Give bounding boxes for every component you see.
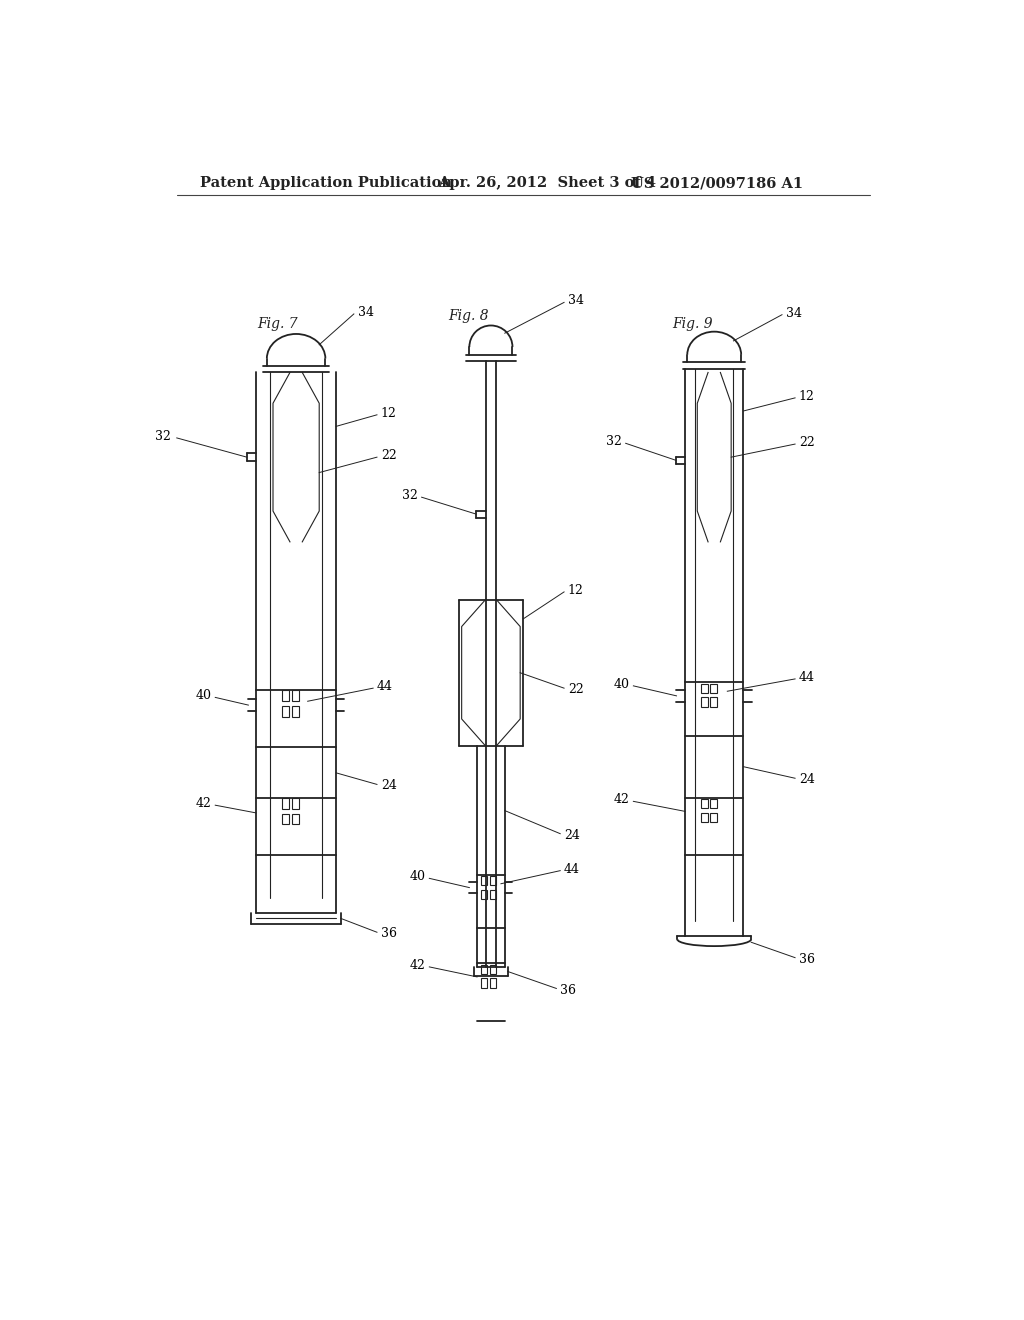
Bar	[283, 706, 289, 717]
Text: 24: 24	[564, 829, 580, 842]
Bar	[701, 813, 708, 822]
Text: 32: 32	[401, 490, 418, 502]
Text: 42: 42	[613, 793, 630, 807]
Bar	[481, 890, 487, 899]
Text: 32: 32	[606, 436, 622, 449]
Text: 40: 40	[410, 870, 425, 883]
Text: Apr. 26, 2012  Sheet 3 of 4: Apr. 26, 2012 Sheet 3 of 4	[438, 176, 656, 190]
Text: 12: 12	[381, 407, 396, 420]
Text: US 2012/0097186 A1: US 2012/0097186 A1	[631, 176, 803, 190]
Bar	[283, 813, 289, 825]
Text: Fig. 9: Fig. 9	[672, 317, 713, 331]
Text: 44: 44	[564, 862, 580, 875]
Bar	[292, 813, 299, 825]
Bar	[701, 799, 708, 808]
Bar	[711, 684, 717, 693]
Text: 24: 24	[799, 774, 815, 787]
Bar	[711, 813, 717, 822]
Text: 24: 24	[381, 779, 396, 792]
Bar	[292, 799, 299, 809]
Text: 40: 40	[613, 677, 630, 690]
Bar	[283, 799, 289, 809]
Bar	[283, 690, 289, 701]
Bar	[711, 799, 717, 808]
Text: 12: 12	[799, 389, 815, 403]
Text: 32: 32	[156, 430, 171, 444]
Text: 44: 44	[377, 680, 393, 693]
Text: 42: 42	[196, 797, 211, 810]
Text: 36: 36	[560, 983, 577, 997]
Bar	[711, 697, 717, 706]
Bar	[292, 690, 299, 701]
Text: 12: 12	[568, 583, 584, 597]
Text: Patent Application Publication: Patent Application Publication	[200, 176, 452, 190]
Bar	[481, 965, 487, 974]
Bar	[701, 684, 708, 693]
Text: Fig. 8: Fig. 8	[449, 309, 489, 323]
Text: 36: 36	[381, 927, 397, 940]
Text: 22: 22	[381, 449, 396, 462]
Text: 34: 34	[568, 294, 584, 308]
Text: 34: 34	[785, 306, 802, 319]
Text: 22: 22	[568, 684, 584, 696]
Text: 42: 42	[410, 958, 425, 972]
Text: 34: 34	[357, 306, 374, 319]
Bar	[481, 978, 487, 987]
Text: Fig. 7: Fig. 7	[258, 317, 298, 331]
Bar	[481, 876, 487, 886]
Bar	[292, 706, 299, 717]
Text: 44: 44	[799, 671, 815, 684]
Text: 22: 22	[799, 436, 815, 449]
Bar	[490, 965, 497, 974]
Bar	[490, 978, 497, 987]
Bar	[701, 697, 708, 706]
Bar	[490, 876, 497, 886]
Bar	[490, 890, 497, 899]
Text: 36: 36	[799, 953, 815, 966]
Text: 40: 40	[196, 689, 211, 702]
